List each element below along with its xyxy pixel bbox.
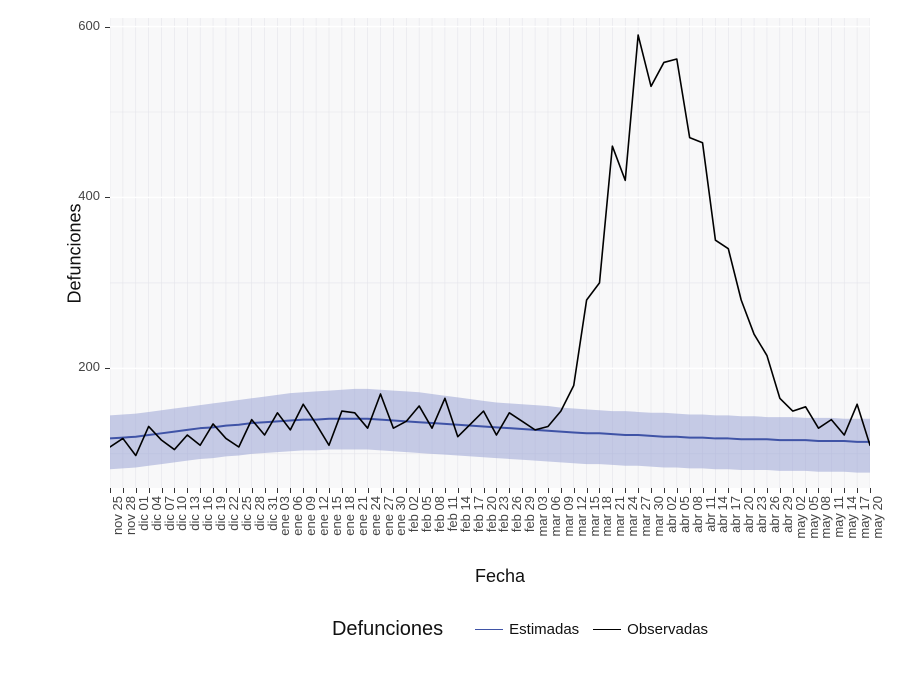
x-tick-mark	[574, 488, 575, 493]
x-tick-mark	[703, 488, 704, 493]
x-tick-mark	[471, 488, 472, 493]
x-tick-mark	[174, 488, 175, 493]
x-tick-mark	[664, 488, 665, 493]
chart-layer	[110, 18, 870, 488]
x-tick-mark	[509, 488, 510, 493]
x-tick-mark	[110, 488, 111, 493]
x-tick-mark	[445, 488, 446, 493]
x-tick-mark	[690, 488, 691, 493]
x-tick-mark	[123, 488, 124, 493]
x-tick-mark	[831, 488, 832, 493]
x-tick-mark	[355, 488, 356, 493]
x-axis-title: Fecha	[450, 566, 550, 587]
x-tick-mark	[522, 488, 523, 493]
x-tick-mark	[213, 488, 214, 493]
x-tick-mark	[651, 488, 652, 493]
x-tick-mark	[844, 488, 845, 493]
y-tick-mark	[105, 197, 110, 198]
x-tick-mark	[741, 488, 742, 493]
legend-label-observadas: Observadas	[627, 621, 708, 638]
x-tick-mark	[548, 488, 549, 493]
x-tick-mark	[239, 488, 240, 493]
x-tick-label: may 20	[870, 496, 885, 556]
x-tick-mark	[419, 488, 420, 493]
y-tick-mark	[105, 27, 110, 28]
x-tick-mark	[329, 488, 330, 493]
x-tick-mark	[754, 488, 755, 493]
y-tick-label: 400	[60, 188, 100, 203]
x-tick-mark	[857, 488, 858, 493]
x-tick-mark	[226, 488, 227, 493]
x-tick-mark	[484, 488, 485, 493]
x-tick-mark	[561, 488, 562, 493]
x-tick-mark	[870, 488, 871, 493]
legend: Defunciones Estimadas Observadas	[270, 618, 770, 641]
x-tick-mark	[458, 488, 459, 493]
x-tick-mark	[303, 488, 304, 493]
y-tick-label: 600	[60, 18, 100, 33]
x-tick-mark	[638, 488, 639, 493]
x-tick-mark	[368, 488, 369, 493]
x-tick-mark	[496, 488, 497, 493]
x-tick-mark	[393, 488, 394, 493]
x-tick-mark	[316, 488, 317, 493]
plot-panel	[110, 18, 870, 488]
y-tick-label: 200	[60, 359, 100, 374]
x-tick-mark	[162, 488, 163, 493]
x-tick-mark	[406, 488, 407, 493]
x-tick-mark	[587, 488, 588, 493]
x-tick-mark	[187, 488, 188, 493]
legend-swatch-observadas	[593, 629, 621, 630]
x-tick-mark	[767, 488, 768, 493]
estimadas-band	[110, 389, 870, 473]
legend-label-estimadas: Estimadas	[509, 621, 579, 638]
x-tick-mark	[265, 488, 266, 493]
x-tick-mark	[381, 488, 382, 493]
x-tick-mark	[200, 488, 201, 493]
x-tick-mark	[277, 488, 278, 493]
legend-title: Defunciones	[332, 618, 443, 641]
x-tick-mark	[677, 488, 678, 493]
x-tick-mark	[806, 488, 807, 493]
x-tick-mark	[342, 488, 343, 493]
observadas-line	[110, 35, 870, 455]
x-tick-mark	[780, 488, 781, 493]
x-tick-mark	[136, 488, 137, 493]
x-tick-mark	[625, 488, 626, 493]
x-tick-mark	[612, 488, 613, 493]
x-tick-mark	[149, 488, 150, 493]
x-tick-mark	[715, 488, 716, 493]
legend-swatch-estimadas	[475, 629, 503, 630]
x-tick-mark	[290, 488, 291, 493]
x-tick-mark	[728, 488, 729, 493]
x-tick-mark	[818, 488, 819, 493]
x-tick-mark	[535, 488, 536, 493]
y-tick-mark	[105, 368, 110, 369]
x-tick-mark	[432, 488, 433, 493]
x-tick-mark	[252, 488, 253, 493]
y-axis-title: Defunciones	[65, 194, 86, 314]
x-tick-mark	[793, 488, 794, 493]
x-tick-mark	[599, 488, 600, 493]
